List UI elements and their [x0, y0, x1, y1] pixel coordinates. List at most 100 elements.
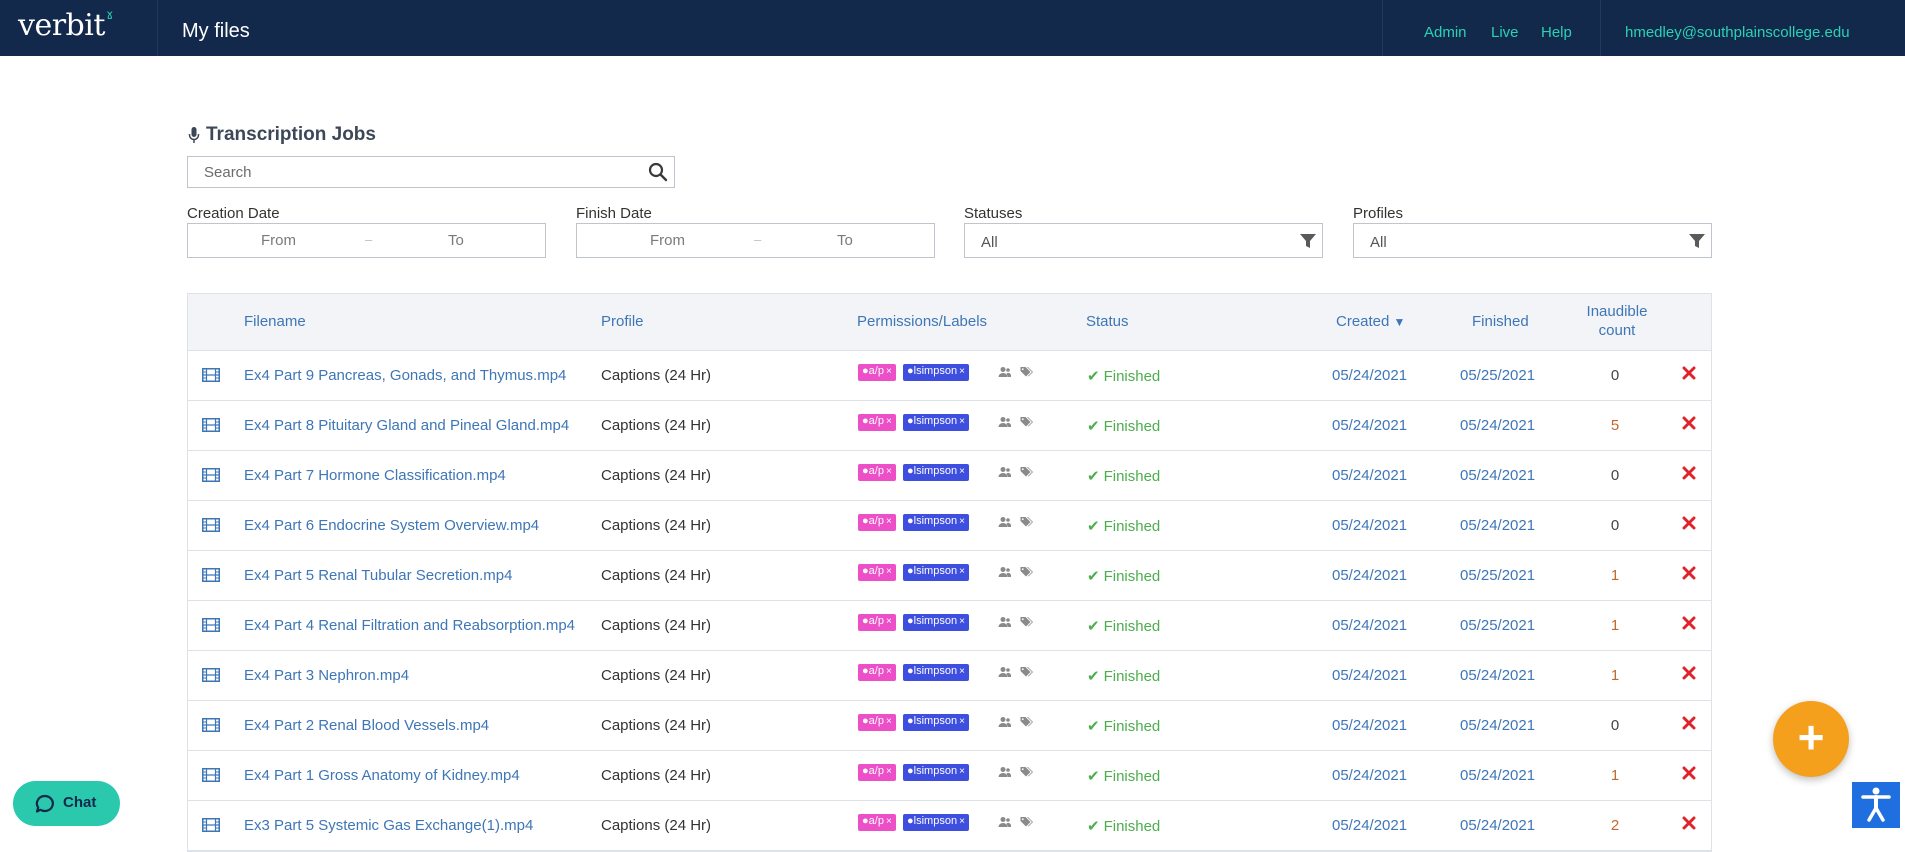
filename-link[interactable]: Ex4 Part 7 Hormone Classification.mp4: [244, 467, 506, 484]
filter-icon[interactable]: [1689, 233, 1705, 249]
creation-date-from[interactable]: From: [261, 232, 296, 249]
remove-label-icon[interactable]: ×: [959, 366, 965, 377]
remove-label-icon[interactable]: ×: [959, 566, 965, 577]
remove-label-icon[interactable]: ×: [959, 416, 965, 427]
col-inaudible[interactable]: Inaudible count: [1582, 302, 1652, 340]
label-tag-user[interactable]: ●lsimpson ×: [903, 414, 969, 431]
users-icon[interactable]: [998, 666, 1011, 678]
remove-label-icon[interactable]: ×: [959, 466, 965, 477]
search-icon[interactable]: [648, 162, 668, 182]
remove-label-icon[interactable]: ×: [959, 766, 965, 777]
table-row[interactable]: Ex4 Part 7 Hormone Classification.mp4 Ca…: [188, 451, 1711, 501]
filename-link[interactable]: Ex4 Part 6 Endocrine System Overview.mp4: [244, 517, 540, 534]
tags-icon[interactable]: [1020, 466, 1033, 478]
label-tag-ap[interactable]: ●a/p ×: [858, 564, 896, 581]
verbit-logo[interactable]: verbitˠ: [18, 7, 114, 43]
filename-link[interactable]: Ex4 Part 2 Renal Blood Vessels.mp4: [244, 717, 490, 734]
remove-label-icon[interactable]: ×: [885, 366, 892, 377]
tags-icon[interactable]: [1020, 766, 1033, 778]
film-icon[interactable]: [202, 418, 220, 432]
chat-button[interactable]: Chat: [13, 781, 120, 826]
users-icon[interactable]: [998, 466, 1011, 478]
table-row[interactable]: Ex4 Part 6 Endocrine System Overview.mp4…: [188, 501, 1711, 551]
tags-icon[interactable]: [1020, 366, 1033, 378]
nav-link-admin[interactable]: Admin: [1424, 24, 1467, 41]
label-tag-ap[interactable]: ●a/p ×: [858, 764, 896, 781]
label-tag-user[interactable]: ●lsimpson ×: [903, 514, 969, 531]
users-icon[interactable]: [998, 366, 1011, 378]
col-profile[interactable]: Profile: [601, 313, 644, 330]
close-icon[interactable]: [1682, 366, 1696, 380]
tags-icon[interactable]: [1020, 816, 1033, 828]
remove-label-icon[interactable]: ×: [959, 816, 965, 827]
label-tag-user[interactable]: ●lsimpson ×: [903, 364, 969, 381]
finish-date-from[interactable]: From: [650, 232, 685, 249]
close-icon[interactable]: [1682, 616, 1696, 630]
label-tag-ap[interactable]: ●a/p ×: [858, 714, 896, 731]
close-icon[interactable]: [1682, 666, 1696, 680]
nav-link-help[interactable]: Help: [1541, 24, 1572, 41]
film-icon[interactable]: [202, 668, 220, 682]
profiles-select[interactable]: All: [1353, 223, 1712, 258]
filename-link[interactable]: Ex4 Part 5 Renal Tubular Secretion.mp4: [244, 567, 513, 584]
col-finished[interactable]: Finished: [1472, 313, 1529, 330]
label-tag-ap[interactable]: ●a/p ×: [858, 414, 896, 431]
label-tag-ap[interactable]: ●a/p ×: [858, 814, 896, 831]
close-icon[interactable]: [1682, 416, 1696, 430]
col-status[interactable]: Status: [1086, 313, 1129, 330]
users-icon[interactable]: [998, 716, 1011, 728]
accessibility-button[interactable]: [1852, 782, 1900, 828]
film-icon[interactable]: [202, 618, 220, 632]
remove-label-icon[interactable]: ×: [959, 666, 965, 677]
close-icon[interactable]: [1682, 566, 1696, 580]
label-tag-user[interactable]: ●lsimpson ×: [903, 614, 969, 631]
col-filename[interactable]: Filename: [244, 313, 306, 330]
film-icon[interactable]: [202, 718, 220, 732]
close-icon[interactable]: [1682, 466, 1696, 480]
film-icon[interactable]: [202, 768, 220, 782]
filename-link[interactable]: Ex3 Part 5 Systemic Gas Exchange(1).mp4: [244, 817, 534, 834]
film-icon[interactable]: [202, 568, 220, 582]
label-tag-ap[interactable]: ●a/p ×: [858, 614, 896, 631]
label-tag-user[interactable]: ●lsimpson ×: [903, 714, 969, 731]
close-icon[interactable]: [1682, 516, 1696, 530]
tags-icon[interactable]: [1020, 566, 1033, 578]
tags-icon[interactable]: [1020, 616, 1033, 628]
remove-label-icon[interactable]: ×: [885, 716, 892, 727]
close-icon[interactable]: [1682, 716, 1696, 730]
users-icon[interactable]: [998, 416, 1011, 428]
table-row[interactable]: Ex4 Part 5 Renal Tubular Secretion.mp4 C…: [188, 551, 1711, 601]
film-icon[interactable]: [202, 818, 220, 832]
table-row[interactable]: Ex4 Part 8 Pituitary Gland and Pineal Gl…: [188, 401, 1711, 451]
users-icon[interactable]: [998, 516, 1011, 528]
remove-label-icon[interactable]: ×: [959, 716, 965, 727]
filename-link[interactable]: Ex4 Part 8 Pituitary Gland and Pineal Gl…: [244, 417, 570, 434]
label-tag-ap[interactable]: ●a/p ×: [858, 464, 896, 481]
remove-label-icon[interactable]: ×: [959, 616, 965, 627]
users-icon[interactable]: [998, 766, 1011, 778]
filename-link[interactable]: Ex4 Part 4 Renal Filtration and Reabsorp…: [244, 617, 576, 634]
close-icon[interactable]: [1682, 816, 1696, 830]
film-icon[interactable]: [202, 368, 220, 382]
filename-link[interactable]: Ex4 Part 9 Pancreas, Gonads, and Thymus.…: [244, 367, 567, 384]
table-row[interactable]: Ex3 Part 5 Systemic Gas Exchange(1).mp4 …: [188, 801, 1711, 851]
remove-label-icon[interactable]: ×: [885, 516, 892, 527]
remove-label-icon[interactable]: ×: [959, 516, 965, 527]
search-input[interactable]: [188, 157, 628, 187]
remove-label-icon[interactable]: ×: [885, 816, 892, 827]
filename-link[interactable]: Ex4 Part 1 Gross Anatomy of Kidney.mp4: [244, 767, 520, 784]
col-created[interactable]: Created ▼: [1336, 313, 1405, 330]
label-tag-user[interactable]: ●lsimpson ×: [903, 764, 969, 781]
remove-label-icon[interactable]: ×: [885, 566, 892, 577]
remove-label-icon[interactable]: ×: [885, 616, 892, 627]
close-icon[interactable]: [1682, 766, 1696, 780]
filename-link[interactable]: Ex4 Part 3 Nephron.mp4: [244, 667, 410, 684]
tags-icon[interactable]: [1020, 716, 1033, 728]
remove-label-icon[interactable]: ×: [885, 766, 892, 777]
label-tag-user[interactable]: ●lsimpson ×: [903, 464, 969, 481]
statuses-select[interactable]: All: [964, 223, 1323, 258]
label-tag-ap[interactable]: ●a/p ×: [858, 664, 896, 681]
table-row[interactable]: Ex4 Part 4 Renal Filtration and Reabsorp…: [188, 601, 1711, 651]
label-tag-ap[interactable]: ●a/p ×: [858, 364, 896, 381]
filter-icon[interactable]: [1300, 233, 1316, 249]
